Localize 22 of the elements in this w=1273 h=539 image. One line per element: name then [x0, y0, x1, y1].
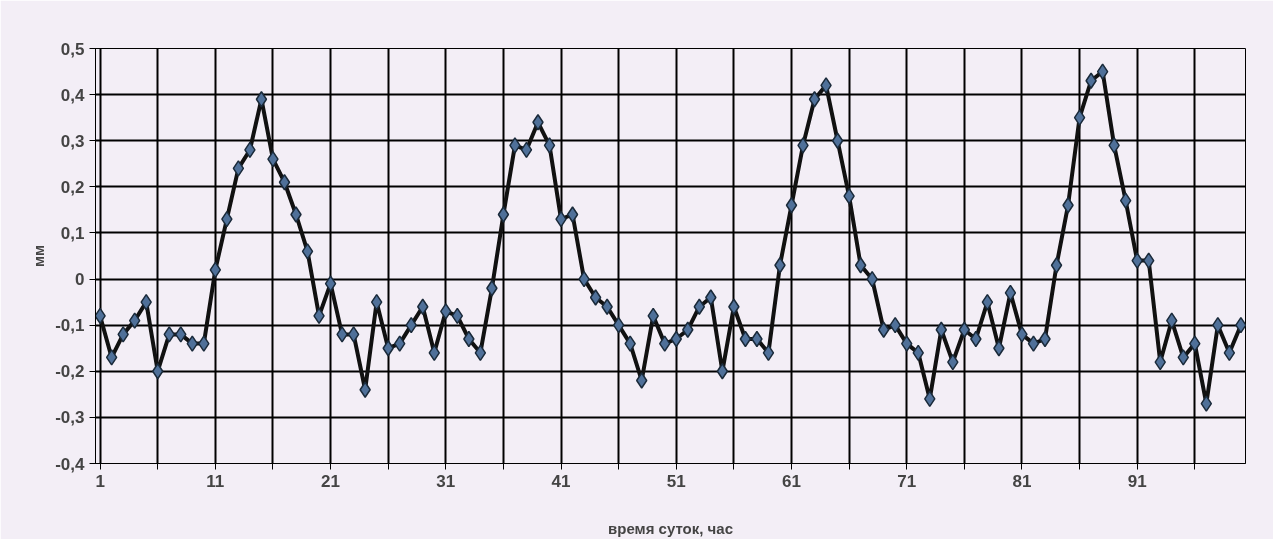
y-tick-label: 0,2 [60, 177, 85, 197]
x-tick-label: 81 [1012, 471, 1032, 491]
y-tick-label: 0,4 [60, 85, 86, 105]
x-axis-title: время суток, час [608, 519, 733, 537]
y-tick-label: 0,5 [60, 39, 85, 59]
x-tick-label: 21 [321, 471, 341, 491]
x-tick-label: 51 [666, 471, 686, 491]
y-axis-title: мм [30, 244, 48, 268]
y-tick-label: 0,3 [60, 131, 85, 151]
x-tick-label: 91 [1127, 471, 1147, 491]
y-tick-label: -0,4 [55, 454, 86, 474]
y-tick-label: -0,3 [55, 408, 85, 428]
y-tick-label: -0,2 [55, 362, 85, 382]
x-tick-label: 41 [551, 471, 571, 491]
x-tick-label: 31 [436, 471, 456, 491]
y-tick-label: 0,1 [60, 223, 85, 243]
x-tick-label: 71 [897, 471, 917, 491]
y-tick-label: 0 [75, 270, 85, 290]
x-tick-label: 61 [782, 471, 801, 491]
x-tick-label: 1 [95, 471, 105, 491]
x-tick-label: 11 [206, 471, 225, 491]
y-tick-label: -0,1 [55, 316, 85, 336]
